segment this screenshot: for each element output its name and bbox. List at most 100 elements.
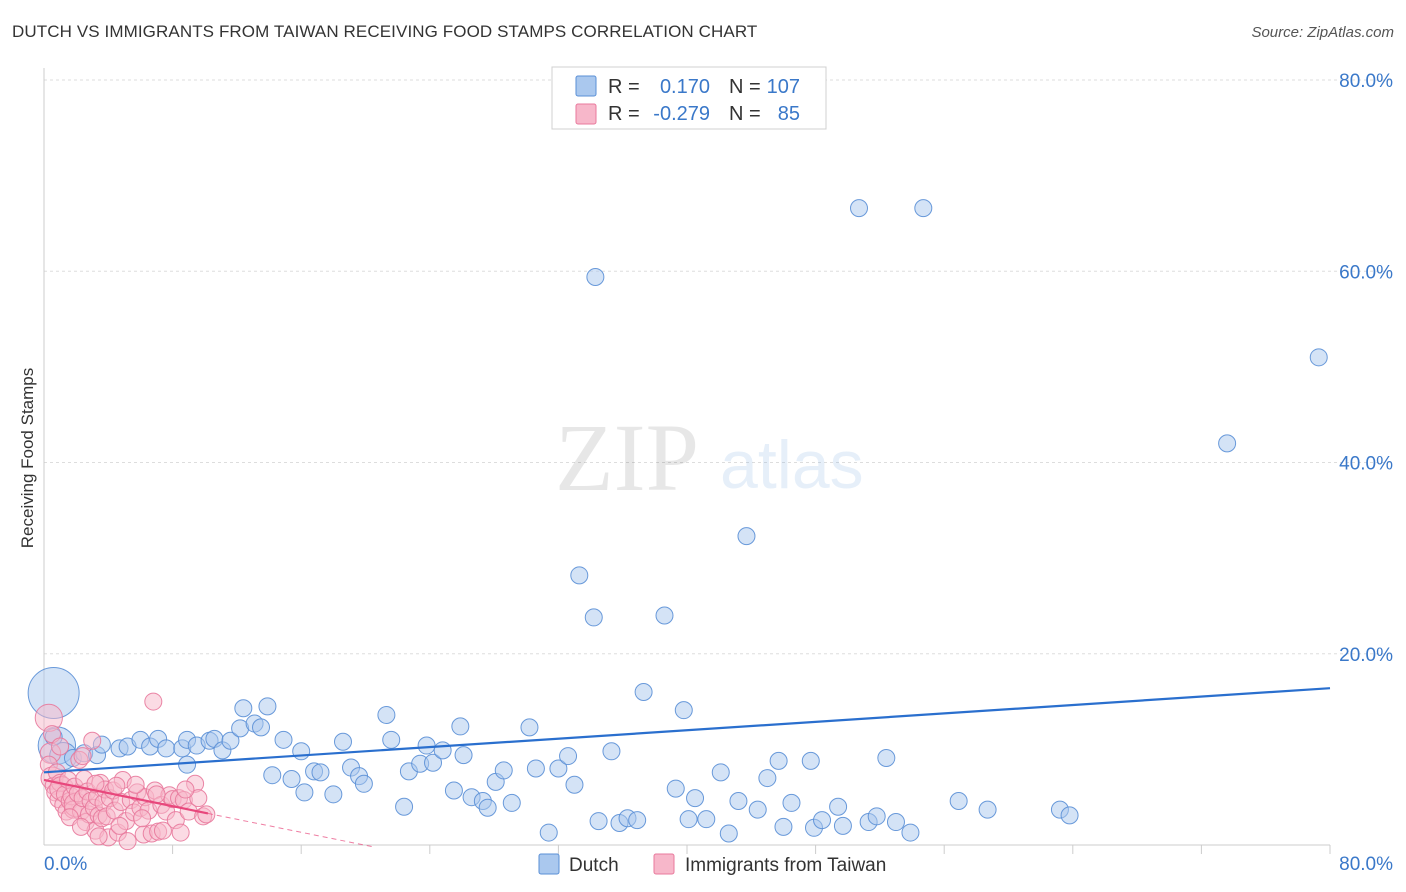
dutch-point (559, 747, 578, 766)
dutch-point (877, 748, 896, 767)
y-axis-label: Receiving Food Stamps (18, 368, 37, 548)
dutch-point (1218, 434, 1237, 453)
taiwan-trend-line (43, 778, 209, 815)
dutch-point (719, 824, 738, 843)
dutch-trend-line (43, 687, 1331, 774)
dutch-point (292, 742, 311, 761)
dutch-point (1309, 348, 1328, 367)
dutch-point (711, 763, 730, 782)
taiwan-point (171, 823, 190, 842)
stats-legend: R = 0.170 N = 107 R = -0.279 N = 85 (551, 66, 827, 130)
dutch-point (634, 683, 653, 701)
dutch-point (178, 755, 197, 774)
dutch-point (901, 823, 920, 842)
dutch-point (382, 730, 401, 749)
taiwan-point (153, 821, 172, 840)
dutch-points (27, 199, 1328, 843)
y-tick-label: 80.0% (1339, 71, 1393, 92)
dutch-point (813, 811, 832, 830)
gridlines (44, 79, 1394, 655)
stat-r-value-dutch: 0.170 (660, 76, 710, 98)
dutch-point (454, 746, 473, 765)
dutch-point (829, 797, 848, 816)
dutch-point (602, 742, 621, 761)
dutch-point (867, 807, 886, 826)
bottom-legend-label-dutch: Dutch (569, 855, 619, 876)
dutch-point (444, 781, 463, 800)
dutch-point (737, 527, 756, 546)
dutch-point (949, 792, 968, 811)
dutch-point (978, 800, 997, 819)
dutch-point (914, 199, 933, 218)
bottom-legend-swatch-dutch (538, 853, 560, 875)
dutch-point (258, 697, 277, 716)
taiwan-point (176, 780, 195, 799)
taiwan-point (126, 775, 145, 794)
dutch-point (769, 751, 788, 770)
dutch-point (324, 785, 343, 804)
stat-r-label-dutch: R = (608, 76, 640, 98)
dutch-point (628, 811, 647, 830)
dutch-point (589, 812, 608, 831)
bottom-legend-swatch-taiwan (653, 853, 675, 875)
dutch-point (451, 717, 470, 736)
trend-lines (43, 687, 1331, 848)
dutch-point (1060, 806, 1079, 825)
x-tick-label: 0.0% (44, 854, 87, 875)
stat-r-label-taiwan: R = (608, 103, 640, 125)
dutch-point (549, 759, 568, 778)
watermark-atlas: atlas (720, 427, 864, 503)
legend-swatch-dutch (575, 75, 597, 97)
dutch-point (502, 793, 521, 812)
dutch-point (433, 741, 452, 760)
stats-legend-box (551, 66, 827, 130)
dutch-point (252, 718, 271, 737)
taiwan-point (73, 747, 92, 766)
bottom-legend-label-taiwan: Immigrants from Taiwan (685, 855, 886, 876)
taiwan-point (118, 832, 137, 851)
stat-r-value-taiwan: -0.279 (653, 103, 710, 125)
taiwan-point (147, 785, 166, 804)
dutch-point (729, 792, 748, 811)
watermark-zip: ZIP (555, 404, 699, 511)
taiwan-point (89, 827, 108, 846)
dutch-point (282, 770, 301, 789)
dutch-point (333, 732, 352, 751)
tick-labels: 20.0% 40.0% 60.0% 80.0% 0.0% 80.0% (44, 71, 1393, 875)
taiwan-point (107, 776, 126, 795)
y-tick-label: 20.0% (1339, 645, 1393, 666)
series-legend: Dutch Immigrants from Taiwan (538, 853, 886, 876)
dutch-point (850, 199, 869, 218)
dutch-point (697, 810, 716, 829)
dutch-point (520, 718, 539, 737)
taiwan-point (189, 789, 208, 808)
y-tick-label: 60.0% (1339, 262, 1393, 283)
dutch-point (801, 751, 820, 770)
dutch-point (377, 705, 396, 724)
dutch-point (526, 759, 545, 778)
dutch-point (565, 775, 584, 794)
taiwan-trend-line-extension (207, 812, 374, 848)
chart-title: DUTCH VS IMMIGRANTS FROM TAIWAN RECEIVIN… (12, 22, 758, 41)
dutch-point (539, 823, 558, 842)
dutch-point (833, 816, 852, 835)
dutch-point (395, 797, 414, 816)
y-tick-label: 40.0% (1339, 454, 1393, 475)
source-credit: Source: ZipAtlas.com (1251, 24, 1394, 41)
legend-swatch-taiwan (575, 103, 597, 125)
dutch-point (221, 731, 240, 750)
dutch-point (157, 739, 176, 758)
dutch-point (774, 817, 793, 836)
dutch-point (584, 608, 603, 627)
stat-n-label-dutch: N = (729, 76, 761, 98)
dutch-point (666, 779, 685, 798)
dutch-point (274, 730, 293, 749)
stat-n-label-taiwan: N = (729, 103, 761, 125)
taiwan-point (197, 805, 216, 824)
dutch-point (586, 267, 605, 286)
dutch-point (478, 798, 497, 817)
dutch-point (782, 793, 801, 812)
taiwan-point (144, 692, 163, 711)
dutch-point (234, 699, 253, 718)
